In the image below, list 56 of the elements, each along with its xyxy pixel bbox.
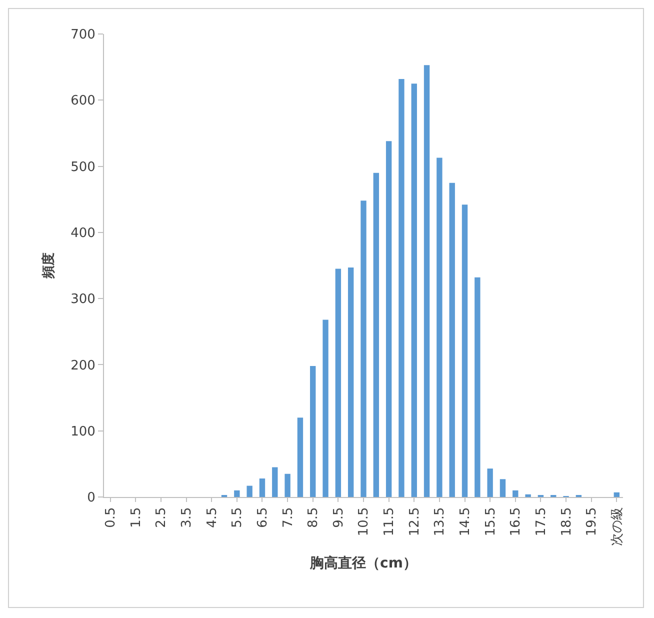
y-tick-label: 300 — [70, 292, 96, 308]
bar — [297, 418, 304, 497]
x-tick-label: 12.5 — [407, 507, 422, 536]
bar — [398, 78, 404, 497]
bar — [284, 474, 290, 497]
y-axis-title: 頻度 — [40, 252, 57, 280]
y-tick-label: 100 — [70, 424, 96, 440]
bar — [360, 200, 366, 497]
bar — [614, 492, 620, 497]
x-tick-label: 2.5 — [154, 507, 170, 528]
x-tick-label: 18.5 — [559, 507, 574, 536]
x-tick-label: 15.5 — [483, 507, 498, 536]
y-tick-label: 400 — [70, 226, 96, 241]
bar — [272, 467, 278, 497]
x-tick-label: 0.5 — [104, 507, 119, 528]
y-tick-label: 0 — [87, 490, 96, 506]
bar — [487, 468, 493, 497]
bar — [373, 172, 380, 497]
x-tick-label: 17.5 — [534, 507, 549, 536]
x-tick-label: 7.5 — [280, 507, 296, 528]
bar — [424, 65, 430, 497]
bar — [348, 267, 354, 497]
x-tick-label: 10.5 — [356, 507, 372, 536]
x-tick-label: 16.5 — [508, 507, 524, 536]
x-tick-label: 5.5 — [230, 507, 246, 528]
x-tick-label: 3.5 — [180, 507, 195, 528]
bar — [525, 494, 531, 497]
x-tick-label: 14.5 — [458, 507, 473, 536]
bar — [246, 486, 252, 497]
bar — [234, 490, 240, 497]
bar — [259, 478, 266, 497]
bar — [322, 320, 328, 497]
bar — [500, 479, 506, 497]
x-tick-label: 次の級 — [610, 507, 625, 546]
bar — [449, 182, 455, 497]
bar — [474, 277, 480, 497]
bar — [411, 84, 417, 497]
x-tick-label: 1.5 — [128, 507, 144, 528]
x-tick-label: 4.5 — [204, 507, 220, 528]
bar — [310, 366, 316, 497]
x-tick-label: 8.5 — [306, 507, 322, 528]
bar — [462, 204, 468, 497]
y-tick-label: 700 — [70, 28, 96, 43]
y-tick-label: 500 — [70, 160, 96, 175]
x-tick-label: 6.5 — [255, 507, 270, 528]
x-tick-label: 13.5 — [432, 507, 448, 536]
y-tick-label: 600 — [70, 94, 96, 109]
x-tick-label: 11.5 — [382, 507, 398, 536]
x-tick-label: 9.5 — [331, 507, 346, 528]
bar — [386, 141, 392, 497]
x-tick-label: 19.5 — [584, 507, 600, 536]
bar — [335, 268, 342, 497]
x-axis-title: 胸高直径（cm） — [309, 554, 417, 572]
bar — [512, 490, 518, 497]
bar — [436, 158, 442, 497]
y-tick-label: 200 — [70, 358, 96, 374]
